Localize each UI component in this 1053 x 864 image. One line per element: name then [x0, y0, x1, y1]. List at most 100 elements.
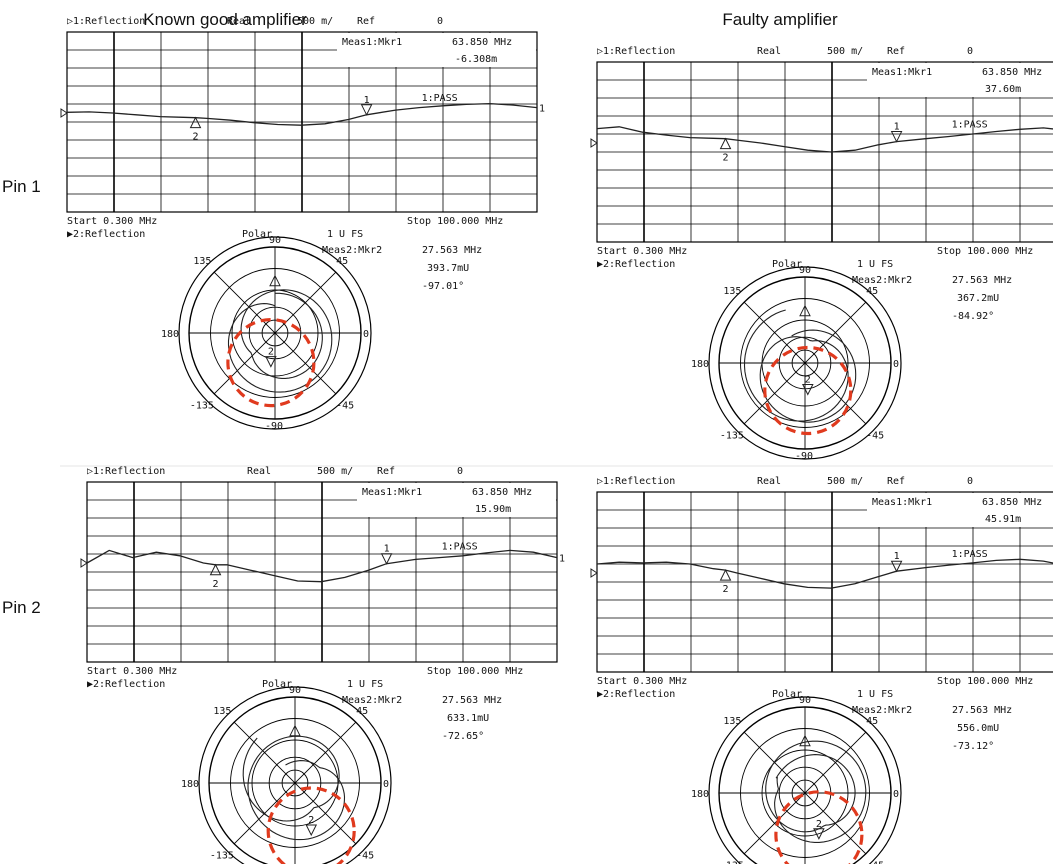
stop-label: Stop 100.000 MHz: [937, 676, 1033, 687]
trace-end-label: 1: [559, 554, 565, 565]
marker1-triangle: [890, 131, 903, 143]
polar-grid: [178, 236, 372, 430]
polar-angle-label: 135: [193, 256, 211, 267]
polar-angle-label: 90: [289, 685, 301, 696]
polar-format-label: Polar: [262, 679, 292, 690]
trace-line: [596, 126, 1053, 153]
grid-frame: [596, 491, 1053, 673]
rect-header-text: ▷1:Reflection: [597, 476, 675, 487]
rect-grid: [596, 61, 1053, 243]
rect-header-text: Ref: [357, 16, 375, 27]
stop-label: Stop 100.000 MHz: [937, 246, 1033, 257]
polar-angle-label: -90: [795, 451, 813, 462]
pass-label: 1:PASS: [422, 93, 458, 104]
meas2-frequency: 27.563 MHz: [952, 705, 1012, 716]
polar-angle-label: -45: [866, 861, 884, 864]
polar-angle-label: 180: [181, 779, 199, 790]
highlight-circle: [774, 790, 864, 864]
rect-header-text: ▷1:Reflection: [597, 46, 675, 57]
polar-marker2: [801, 383, 814, 396]
polar-marker2-label: 2: [805, 374, 811, 385]
meas2-label: Meas2:Mkr2: [322, 245, 382, 256]
panel-faulty-pin1: ▷1:Reflection Real 500 m/Ref 0 Meas1:Mkr1 63.…: [590, 46, 1053, 462]
marker2-triangle: [189, 116, 202, 129]
marker1-triangle: [890, 560, 903, 573]
rect-header-text: 500 m/: [827, 46, 863, 57]
polar-format-label: Polar: [772, 259, 802, 270]
polar-angle-label: -45: [866, 431, 884, 442]
polar-angle-label: 180: [691, 789, 709, 800]
marker1-label: 1: [384, 544, 390, 555]
rect-header-text: ▷1:Reflection: [87, 466, 165, 477]
polar-angle-label: 45: [866, 286, 878, 297]
rect-header-text: 500 m/: [317, 466, 353, 477]
reference-arrow: [80, 558, 88, 568]
meas2-frequency: 27.563 MHz: [952, 275, 1012, 286]
polar-angle-label: 135: [723, 716, 741, 727]
polar-spoke: [743, 731, 867, 855]
marker1-label: 1: [894, 122, 900, 133]
marker1-triangle: [360, 104, 373, 116]
marker1-label: 1: [894, 551, 900, 562]
panels: ▷1:Reflection Real 500 m/Ref 0 Meas1:Mkr1 63.…: [60, 16, 1053, 864]
rect-grid: [596, 491, 1053, 673]
column-title-faulty: Faulty amplifier: [722, 10, 838, 29]
polar-trace-label: ▶2:Reflection: [597, 689, 675, 700]
polar-angle-label: -135: [190, 401, 214, 412]
readout-bg: [337, 33, 536, 67]
trace-line: [66, 102, 538, 126]
pass-label: 1:PASS: [952, 120, 988, 131]
meas2-phase: -73.12°: [952, 741, 994, 752]
polar-scale-label: 1 U FS: [347, 679, 383, 690]
meas1-value: -6.308m: [455, 54, 497, 65]
polar-angle-label: 0: [893, 789, 899, 800]
marker2-triangle: [719, 137, 732, 150]
polar-angle-label: 180: [691, 359, 709, 370]
meas2-label: Meas2:Mkr2: [852, 275, 912, 286]
polar-angle-label: -135: [720, 431, 744, 442]
meas2-magnitude: 393.7mU: [427, 263, 469, 274]
meas1-value: 37.60m: [985, 84, 1021, 95]
polar-marker2: [813, 828, 825, 840]
panel-good-pin1: ▷1:Reflection Real 500 m/Ref 0 Meas1:Mkr1 63.…: [60, 16, 545, 432]
readout-bg: [867, 63, 1053, 97]
meas1-label: Meas1:Mkr1: [872, 497, 932, 508]
polar-angle-label: 45: [356, 706, 368, 717]
meas1-label: Meas1:Mkr1: [362, 487, 422, 498]
polar-angle-label: 135: [213, 706, 231, 717]
polar-marker2: [305, 824, 318, 837]
polar-marker2: [265, 356, 277, 368]
highlight-circle: [763, 345, 853, 436]
meas2-label: Meas2:Mkr2: [342, 695, 402, 706]
polar-marker1: [289, 724, 301, 737]
polar-angle-label: 45: [866, 716, 878, 727]
start-label: Start 0.300 MHz: [597, 676, 687, 687]
polar-scale-label: 1 U FS: [857, 689, 893, 700]
reference-arrow: [590, 568, 598, 578]
polar-angle-label: 135: [723, 286, 741, 297]
meas1-frequency: 63.850 MHz: [472, 487, 532, 498]
meas1-frequency: 63.850 MHz: [452, 37, 512, 48]
polar-angle-label: -90: [265, 421, 283, 432]
rect-header-text: 500 m/: [827, 476, 863, 487]
meas1-label: Meas1:Mkr1: [342, 37, 402, 48]
polar-trace-label: ▶2:Reflection: [87, 679, 165, 690]
polar-grid: [708, 696, 902, 864]
polar-trace: [765, 740, 867, 843]
rect-header-text: Real: [757, 46, 781, 57]
pass-label: 1:PASS: [952, 549, 988, 560]
rect-header-text: 0: [967, 476, 973, 487]
stop-label: Stop 100.000 MHz: [427, 666, 523, 677]
rect-header-text: Real: [247, 466, 271, 477]
polar-format-label: Polar: [772, 689, 802, 700]
meas2-magnitude: 633.1mU: [447, 713, 489, 724]
polar-angle-label: 90: [799, 265, 811, 276]
marker2-label: 2: [723, 584, 729, 595]
polar-trace: [227, 289, 333, 393]
polar-marker2-label: 2: [308, 815, 314, 826]
polar-angle-label: 90: [799, 695, 811, 706]
polar-marker2-label: 2: [268, 347, 274, 358]
meas1-value: 15.90m: [475, 504, 511, 515]
meas2-phase: -84.92°: [952, 311, 994, 322]
polar-marker1: [799, 734, 811, 747]
